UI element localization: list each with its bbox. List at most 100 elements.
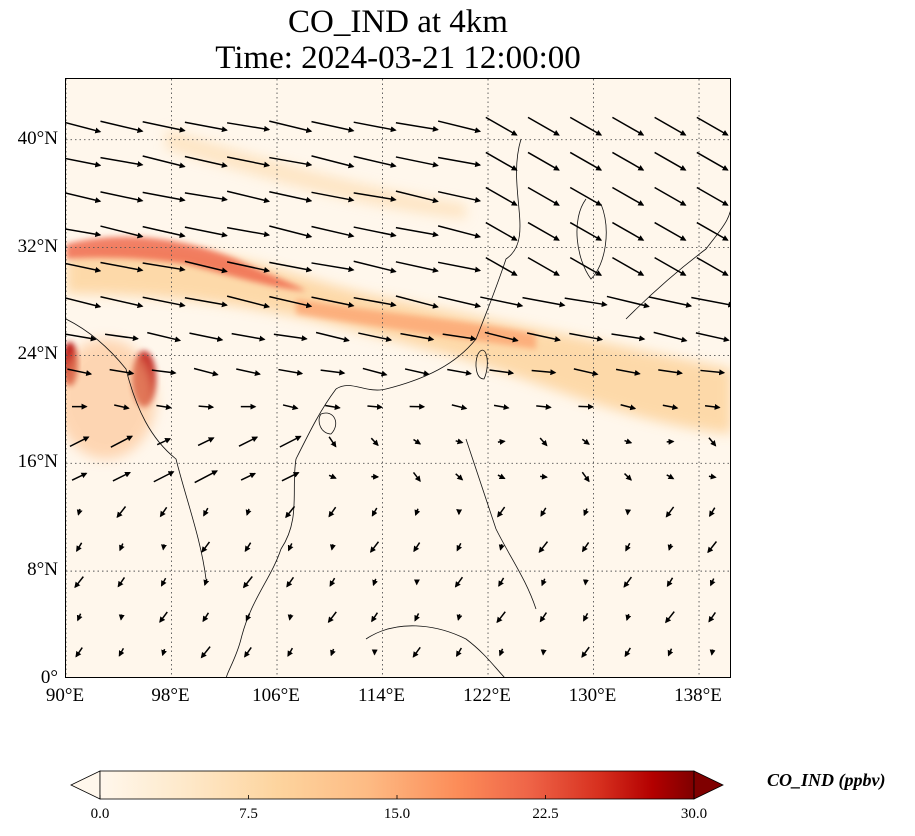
- wind-arrow: [330, 648, 336, 657]
- wind-arrow: [624, 647, 632, 658]
- wind-arrow: [184, 192, 228, 202]
- wind-arrow: [100, 191, 144, 203]
- wind-arrow: [353, 192, 397, 202]
- wind-arrow: [615, 368, 641, 376]
- wind-arrow: [485, 221, 518, 241]
- wind-arrow: [696, 186, 729, 206]
- wind-arrow: [522, 296, 566, 308]
- wind-arrow: [496, 611, 506, 624]
- wind-arrow: [540, 507, 547, 517]
- wind-arrow: [269, 191, 313, 203]
- wind-arrow: [704, 403, 721, 410]
- wind-arrow: [612, 221, 645, 241]
- wind-arrow: [370, 541, 380, 553]
- wind-arrow: [315, 331, 350, 343]
- wind-arrow: [653, 331, 688, 343]
- wind-arrow: [245, 613, 252, 622]
- wind-arrow: [485, 151, 518, 171]
- wind-arrow: [76, 613, 83, 622]
- wind-arrow: [497, 506, 506, 518]
- wind-arrow: [395, 261, 439, 273]
- wind-arrow: [278, 368, 304, 376]
- colorbar-tick-label: 15.0: [383, 806, 411, 822]
- wind-arrow: [66, 333, 97, 342]
- wind-arrow: [311, 191, 355, 203]
- wind-arrow: [581, 646, 590, 658]
- wind-arrow: [454, 576, 464, 588]
- wind-arrow: [328, 506, 337, 518]
- wind-arrow: [311, 225, 355, 239]
- x-tick-label: 122°E: [463, 685, 511, 706]
- wind-arrow: [413, 542, 421, 553]
- wind-arrow: [527, 256, 560, 276]
- wind-arrow: [273, 333, 308, 342]
- x-tick-label: 138°E: [674, 685, 722, 706]
- wind-arrow: [159, 611, 168, 623]
- wind-arrow: [582, 579, 589, 586]
- wind-arrow: [437, 156, 482, 168]
- coastline-philippines: [465, 438, 537, 610]
- wind-arrow: [395, 156, 439, 168]
- wind-arrow: [66, 228, 102, 238]
- wind-arrow: [184, 260, 228, 274]
- wind-arrow: [489, 369, 515, 376]
- wind-arrow: [538, 541, 549, 554]
- wind-arrow: [412, 472, 421, 482]
- wind-arrow: [654, 151, 687, 171]
- wind-arrow: [242, 576, 253, 589]
- wind-arrow: [75, 647, 83, 658]
- wind-arrow: [414, 613, 420, 622]
- wind-arrow: [66, 157, 102, 168]
- wind-arrow: [695, 332, 730, 343]
- wind-arrow: [184, 297, 228, 308]
- wind-arrow: [498, 648, 505, 657]
- wind-arrow: [327, 611, 337, 624]
- map-plot-area: [65, 78, 731, 678]
- wind-arrow: [74, 576, 84, 589]
- wind-arrow: [665, 506, 675, 518]
- colorbar-label: CO_IND (ppbv): [767, 770, 886, 790]
- wind-arrow: [395, 226, 439, 238]
- wind-arrow: [156, 404, 172, 410]
- wind-arrow: [539, 437, 548, 447]
- coastline-indochina: [225, 388, 337, 677]
- y-tick-label: 24°N: [17, 343, 58, 365]
- wind-arrow: [100, 295, 144, 309]
- wind-arrow: [498, 577, 505, 587]
- wind-arrow: [620, 404, 637, 411]
- wind-arrow: [269, 225, 313, 239]
- wind-arrow: [269, 261, 313, 273]
- wind-arrow: [526, 332, 561, 342]
- wind-arrow: [104, 333, 139, 342]
- wind-arrow: [202, 612, 210, 623]
- wind-arrow: [437, 225, 482, 239]
- wind-arrow: [142, 296, 186, 308]
- wind-arrow: [583, 508, 589, 517]
- wind-arrow: [606, 295, 650, 309]
- wind-arrow: [708, 473, 717, 480]
- wind-arrow: [395, 295, 439, 309]
- wind-arrow: [76, 542, 83, 552]
- wind-arrow: [287, 543, 294, 552]
- wind-arrow: [541, 578, 547, 587]
- wind-arrow: [353, 121, 397, 133]
- wind-arrow: [395, 190, 439, 204]
- wind-arrow: [708, 437, 717, 447]
- wind-arrow: [200, 646, 211, 659]
- wind-arrow: [666, 577, 674, 588]
- wind-arrow: [485, 256, 518, 276]
- wind-arrow: [184, 226, 228, 238]
- wind-arrow: [485, 186, 518, 206]
- wind-arrow: [665, 611, 675, 624]
- colorbar-extend-max: [693, 770, 724, 800]
- plume-main-band: [66, 246, 730, 434]
- wind-arrow: [161, 648, 167, 657]
- wind-arrow: [160, 544, 167, 551]
- wind-arrow: [153, 471, 175, 483]
- y-tick-label: 16°N: [17, 451, 58, 473]
- wind-arrow: [412, 646, 421, 658]
- wind-arrow: [709, 649, 716, 656]
- wind-arrow: [311, 120, 355, 133]
- wind-arrow: [708, 611, 717, 623]
- wind-arrow: [648, 296, 693, 308]
